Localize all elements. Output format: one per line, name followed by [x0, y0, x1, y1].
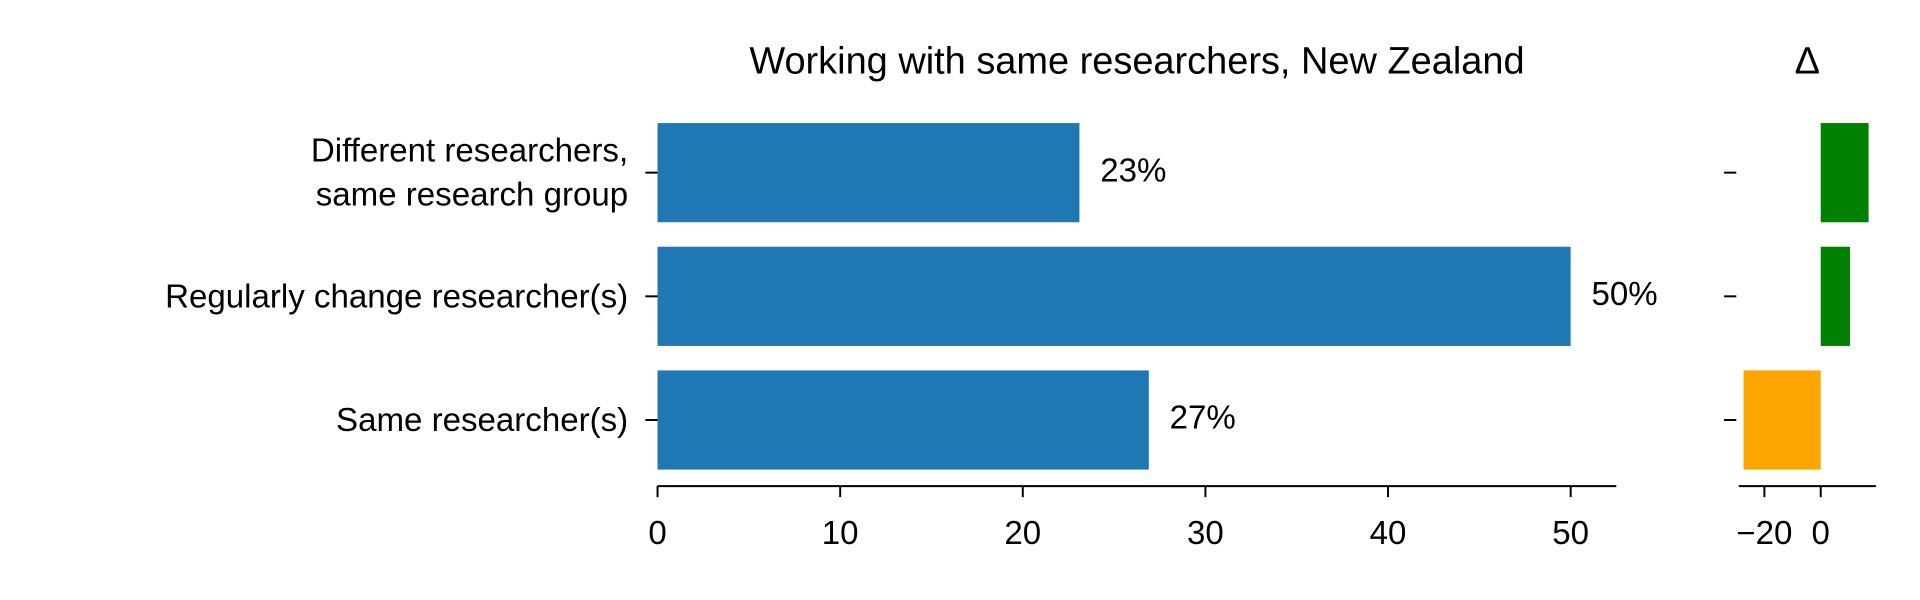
value-label: 50% [1591, 276, 1657, 313]
bar [657, 246, 1571, 346]
value-label: 23% [1100, 152, 1166, 189]
x-tick-label: 50 [1552, 515, 1589, 552]
x-tick-label: 0 [1812, 515, 1830, 552]
x-tick-label: 20 [1004, 515, 1041, 552]
chart-title: Δ [1795, 41, 1820, 83]
value-label: 27% [1170, 400, 1236, 437]
x-tick-label: 40 [1370, 515, 1407, 552]
y-tick-label-box: Regularly change researcher(s) [165, 277, 629, 315]
bar [1743, 370, 1821, 470]
y-tick-label: Same researcher(s) [336, 401, 629, 439]
y-tick-label-box: Different researchers, same research gro… [310, 132, 629, 214]
x-tick-label: −20 [1736, 515, 1792, 552]
x-tick-label: 0 [648, 515, 666, 552]
bar [1820, 246, 1851, 346]
bar [657, 123, 1080, 223]
bar [1820, 123, 1869, 223]
chart-title: Working with same researchers, New Zeala… [749, 41, 1524, 83]
y-tick-label: Different researchers, same research gro… [310, 132, 629, 214]
y-tick-label-box: Same researcher(s) [336, 401, 629, 439]
x-tick-label: 30 [1187, 515, 1224, 552]
y-tick-label: Regularly change researcher(s) [165, 277, 629, 315]
x-tick-label: 10 [822, 515, 859, 552]
bar [657, 370, 1149, 470]
